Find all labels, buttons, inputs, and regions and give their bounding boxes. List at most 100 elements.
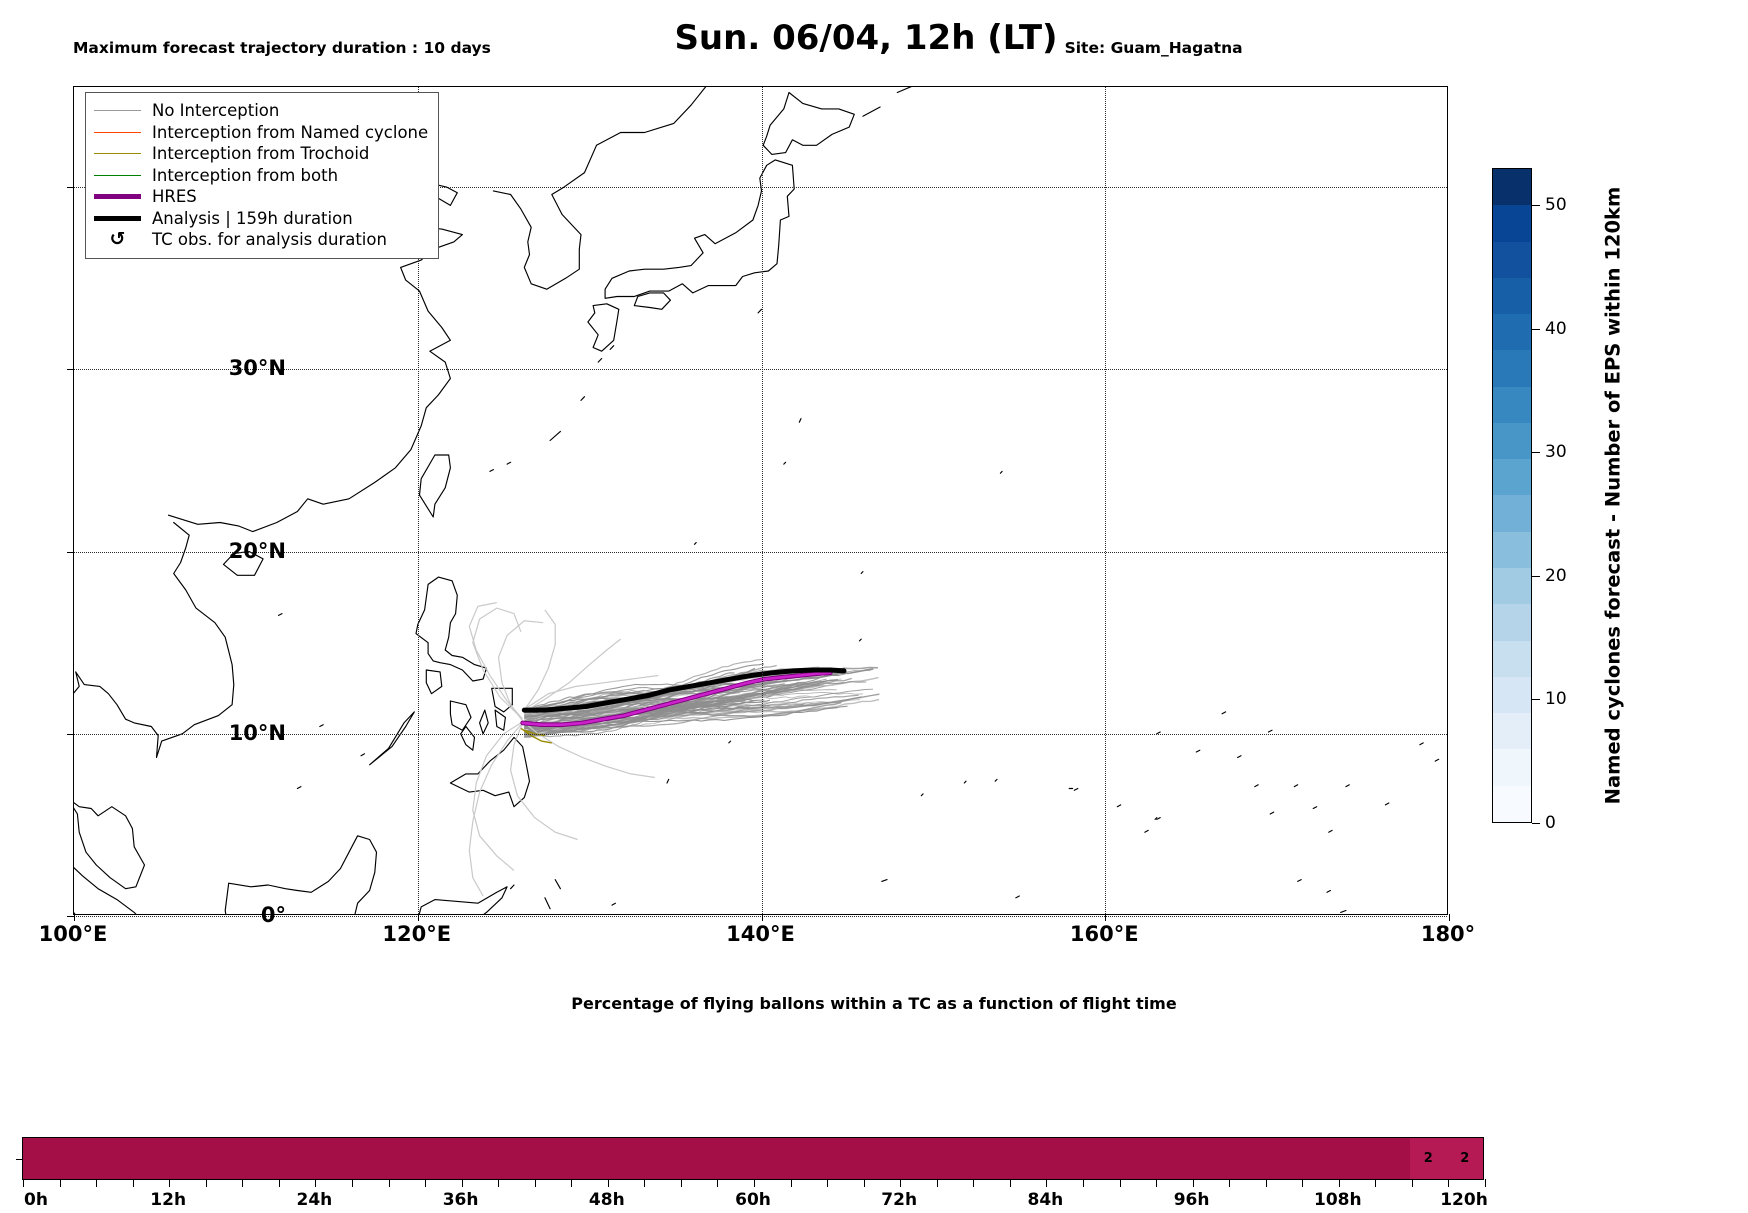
percentage-bin-99h[interactable] bbox=[1227, 1138, 1264, 1179]
colorbar-tick-40 bbox=[1532, 328, 1540, 330]
percentage-bin-105h[interactable] bbox=[1300, 1138, 1337, 1179]
colorbar-tick-label-0: 0 bbox=[1545, 813, 1556, 833]
colorbar-cell-9 bbox=[1493, 459, 1531, 496]
analysis-trajectory-layer bbox=[521, 667, 847, 713]
tick-lat-10 bbox=[67, 733, 74, 735]
percentage-bin-48h[interactable] bbox=[607, 1138, 644, 1179]
percentage-bin-75h[interactable] bbox=[935, 1138, 972, 1179]
colorbar-tick-0 bbox=[1532, 823, 1540, 824]
coastline-segment bbox=[425, 669, 443, 695]
xtick-label-160: 160°E bbox=[1069, 922, 1139, 946]
percentage-tick-24h bbox=[315, 1179, 317, 1187]
legend-item-3[interactable]: Interception from both bbox=[94, 165, 428, 187]
coastline-segment bbox=[224, 835, 378, 914]
percentage-bin-45h[interactable] bbox=[570, 1138, 607, 1179]
percentage-bin-63h[interactable] bbox=[789, 1138, 826, 1179]
legend-item-4[interactable]: HRES bbox=[94, 186, 428, 208]
percentage-bin-9h[interactable] bbox=[132, 1138, 169, 1179]
percentage-bin-51h[interactable] bbox=[643, 1138, 680, 1179]
percentage-bin-39h[interactable] bbox=[497, 1138, 534, 1179]
tick-lat-30 bbox=[67, 369, 74, 371]
legend-label-4: HRES bbox=[152, 187, 197, 207]
legend-item-5[interactable]: Analysis | 159h duration bbox=[94, 208, 428, 230]
coastline-segment bbox=[666, 778, 670, 784]
coastline-segment bbox=[554, 879, 561, 890]
coastline-segment bbox=[1269, 811, 1275, 815]
percentage-bin-108h[interactable] bbox=[1337, 1138, 1374, 1179]
coastline-segment bbox=[222, 551, 264, 576]
percentage-bin-6h[interactable] bbox=[96, 1138, 133, 1179]
percentage-bin-3h[interactable] bbox=[59, 1138, 96, 1179]
legend-item-0[interactable]: No Interception bbox=[94, 100, 428, 122]
percentage-tick-78h bbox=[973, 1179, 975, 1187]
percentage-tick-12h bbox=[169, 1179, 171, 1187]
percentage-bin-0h[interactable] bbox=[23, 1138, 60, 1179]
coastline-segment bbox=[1156, 731, 1161, 735]
colorbar-cell-10 bbox=[1493, 422, 1531, 460]
percentage-tick-54h bbox=[680, 1179, 682, 1187]
coastline-segment bbox=[489, 469, 494, 472]
percentage-bin-87h[interactable] bbox=[1081, 1138, 1118, 1179]
coastline-segment bbox=[1293, 784, 1299, 788]
colorbar-cell-12 bbox=[1493, 350, 1531, 387]
percentage-bin-114h[interactable]: 2 bbox=[1410, 1138, 1447, 1179]
coastline-segment bbox=[1154, 817, 1158, 820]
percentage-bin-84h[interactable] bbox=[1045, 1138, 1082, 1179]
percentage-bin-21h[interactable] bbox=[278, 1138, 315, 1179]
colorbar-cell-3 bbox=[1493, 676, 1531, 714]
percentage-tick-18h bbox=[242, 1179, 244, 1187]
tick-lon-100 bbox=[74, 914, 75, 921]
percentage-bin-69h[interactable] bbox=[862, 1138, 899, 1179]
eps-trajectory-layer bbox=[468, 602, 880, 897]
percentage-bar-y-tick bbox=[16, 1158, 23, 1160]
legend-item-2[interactable]: Interception from Trochoid bbox=[94, 143, 428, 165]
percentage-bin-60h[interactable] bbox=[753, 1138, 790, 1179]
percentage-bin-42h[interactable] bbox=[534, 1138, 571, 1179]
percentage-bin-78h[interactable] bbox=[972, 1138, 1009, 1179]
percentage-bin-96h[interactable] bbox=[1191, 1138, 1228, 1179]
colorbar-cell-15 bbox=[1493, 241, 1531, 278]
coastline-segment bbox=[74, 911, 76, 914]
percentage-bin-90h[interactable] bbox=[1118, 1138, 1155, 1179]
percentage-tick-84h bbox=[1046, 1179, 1048, 1187]
coastline-segment bbox=[549, 430, 561, 442]
percentage-bin-72h[interactable] bbox=[899, 1138, 936, 1179]
coastline-segment bbox=[611, 902, 616, 906]
percentage-bin-117h[interactable]: 2 bbox=[1446, 1138, 1483, 1179]
percentage-tick-57h bbox=[717, 1179, 719, 1187]
percentage-bin-33h[interactable] bbox=[424, 1138, 461, 1179]
percentage-tick-27h bbox=[351, 1179, 353, 1187]
percentage-tick-label-96h: 96h bbox=[1173, 1190, 1210, 1210]
coastline-segment bbox=[860, 571, 864, 575]
percentage-bin-93h[interactable] bbox=[1154, 1138, 1191, 1179]
percentage-bin-27h[interactable] bbox=[351, 1138, 388, 1179]
colorbar-tick-label-10: 10 bbox=[1545, 689, 1567, 710]
coastline-segment bbox=[1345, 784, 1350, 788]
percentage-tick-51h bbox=[644, 1179, 646, 1187]
percentage-bin-15h[interactable] bbox=[205, 1138, 242, 1179]
percentage-bin-36h[interactable] bbox=[461, 1138, 498, 1179]
percentage-tick-label-108h: 108h bbox=[1314, 1190, 1362, 1210]
legend-item-1[interactable]: Interception from Named cyclone bbox=[94, 122, 428, 144]
percentage-bin-18h[interactable] bbox=[242, 1138, 279, 1179]
percentage-bin-24h[interactable] bbox=[315, 1138, 352, 1179]
percentage-bin-12h[interactable] bbox=[169, 1138, 206, 1179]
percentage-tick-label-0h: 0h bbox=[24, 1190, 48, 1210]
percentage-bin-30h[interactable] bbox=[388, 1138, 425, 1179]
percentage-bin-81h[interactable] bbox=[1008, 1138, 1045, 1179]
percentage-bin-111h[interactable] bbox=[1373, 1138, 1410, 1179]
map-legend[interactable]: No Interception Interception from Named c… bbox=[85, 92, 440, 259]
coastline-segment bbox=[604, 159, 795, 299]
xtick-label-180: 180° bbox=[1420, 922, 1476, 946]
legend-label-2: Interception from Trochoid bbox=[152, 144, 370, 164]
legend-swatch-5 bbox=[94, 215, 141, 221]
legend-item-6[interactable]: ↺ TC obs. for analysis duration bbox=[94, 229, 428, 251]
legend-label-6: TC obs. for analysis duration bbox=[152, 230, 387, 250]
coastline-segment bbox=[1237, 755, 1242, 759]
percentage-bin-102h[interactable] bbox=[1264, 1138, 1301, 1179]
percentage-bin-54h[interactable] bbox=[680, 1138, 717, 1179]
percentage-bin-66h[interactable] bbox=[826, 1138, 863, 1179]
coastline-segment bbox=[783, 461, 787, 465]
colorbar-cell-17 bbox=[1493, 168, 1531, 206]
percentage-bin-57h[interactable] bbox=[716, 1138, 753, 1179]
